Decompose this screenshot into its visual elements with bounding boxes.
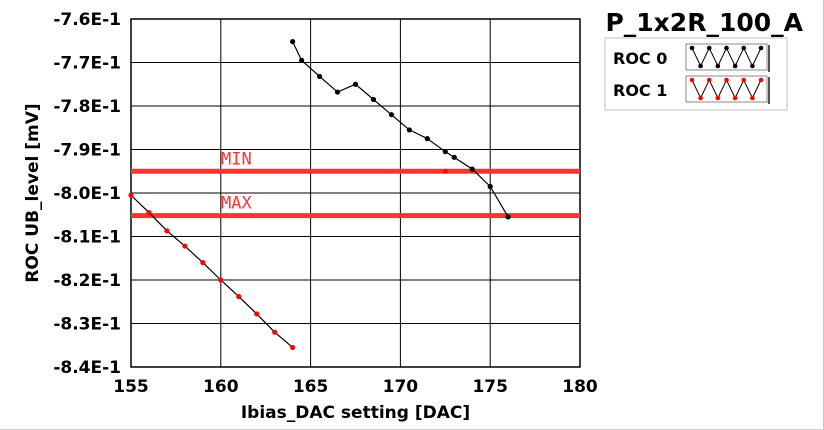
x-tick-labels: 155 160 165 170 175 180 <box>113 377 598 397</box>
legend-swatch-point <box>698 63 703 69</box>
data-point <box>451 154 457 160</box>
series-roc-0 <box>290 39 511 220</box>
x-tick-label: 160 <box>203 377 239 397</box>
legend-swatch-point <box>741 77 747 83</box>
legend-swatch-point <box>706 77 712 83</box>
data-point <box>290 39 296 45</box>
legend-item-roc-1: ROC 1 <box>613 75 770 104</box>
data-series <box>128 39 511 351</box>
data-point <box>164 228 170 234</box>
limit-label-min: MIN <box>221 149 252 169</box>
legend-swatch-point <box>724 77 729 83</box>
limit-lines: MIN MAX <box>131 149 580 219</box>
legend-swatch-point <box>758 45 764 51</box>
legend-swatch-point <box>750 95 755 101</box>
data-point <box>272 329 278 335</box>
y-axis-title: ROC UB_level [mV] <box>23 103 43 282</box>
data-point <box>352 81 359 87</box>
limit-marker <box>443 169 448 174</box>
data-point <box>406 127 412 133</box>
y-tick-labels: -7.6E-1 -7.7E-1 -7.8E-1 -7.9E-1 -8.0E-1 -8.1E… <box>53 10 121 378</box>
y-tick-label: -8.4E-1 <box>53 358 121 378</box>
legend-swatch-point <box>750 63 755 69</box>
x-tick-label: 155 <box>113 377 149 397</box>
legend-swatch-point <box>698 95 703 101</box>
legend-swatch-point <box>689 45 695 51</box>
data-point <box>424 136 430 142</box>
data-point <box>299 57 305 63</box>
y-tick-label: -8.0E-1 <box>53 184 121 204</box>
legend-label: ROC 1 <box>613 81 667 100</box>
legend-swatch-point <box>715 95 721 101</box>
data-point <box>316 73 323 80</box>
data-point <box>218 277 224 283</box>
x-tick-label: 180 <box>562 377 598 397</box>
x-axis-title: Ibias_DAC setting [DAC] <box>241 403 470 423</box>
legend-swatch-point <box>689 77 695 83</box>
x-tick-label: 170 <box>383 377 419 397</box>
data-point <box>469 166 475 172</box>
legend-swatch-point <box>706 45 712 51</box>
y-tick-label: -8.3E-1 <box>53 315 121 335</box>
y-tick-label: -7.6E-1 <box>53 10 121 30</box>
legend-swatch-point <box>732 63 738 69</box>
y-tick-label: -7.8E-1 <box>53 97 121 117</box>
legend-swatch-point <box>724 45 729 51</box>
series-roc-1 <box>128 192 296 351</box>
series-line <box>130 194 294 348</box>
data-point <box>388 112 395 118</box>
legend-swatch-point <box>758 77 764 83</box>
legend-item-roc-0: ROC 0 <box>613 43 770 72</box>
x-tick-label: 175 <box>472 377 508 397</box>
data-point <box>370 96 377 103</box>
chart-title: P_1x2R_100_A <box>605 8 803 37</box>
legend-label: ROC 0 <box>613 49 667 68</box>
y-tick-label: -7.9E-1 <box>53 141 121 161</box>
data-point <box>290 344 296 351</box>
legend-swatch-point <box>741 45 747 51</box>
data-point <box>505 214 511 220</box>
data-point <box>146 209 152 216</box>
y-tick-label: -7.7E-1 <box>53 54 121 74</box>
data-point <box>334 89 341 95</box>
data-point <box>442 149 448 155</box>
limit-label-max: MAX <box>221 194 252 214</box>
y-tick-label: -8.1E-1 <box>53 228 121 248</box>
x-tick-label: 165 <box>293 377 329 397</box>
y-tick-label: -8.2E-1 <box>53 271 121 291</box>
data-point <box>128 192 134 198</box>
legend-swatch-point <box>732 95 738 101</box>
legend-border <box>604 37 788 111</box>
legend-swatch-point <box>715 63 721 69</box>
data-point <box>254 311 260 317</box>
data-point <box>236 293 242 300</box>
data-point <box>487 183 493 190</box>
series-line <box>292 41 509 218</box>
legend: ROC 0 ROC 1 <box>604 37 788 111</box>
data-point <box>182 243 188 249</box>
data-point <box>200 260 206 266</box>
